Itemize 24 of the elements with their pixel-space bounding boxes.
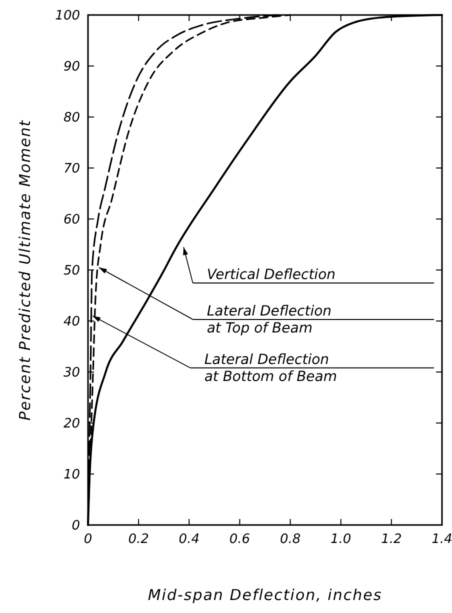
x-tick-label: 1.4 (432, 532, 452, 547)
y-tick-label: 0 (72, 518, 80, 534)
y-tick-label: 80 (63, 110, 80, 126)
x-tick-label: 0 (84, 532, 92, 547)
y-axis-title: Percent Predicted Ultimate Moment (16, 119, 34, 421)
y-tick-label: 60 (63, 212, 80, 228)
x-tick-label: 0.6 (229, 532, 250, 547)
annotation: Lateral Deflection at Bottom of Beam (204, 352, 338, 385)
y-tick-label: 20 (63, 416, 80, 432)
y-tick-label: 70 (63, 162, 80, 177)
x-tick-label: 1.0 (330, 532, 352, 547)
annotation: Lateral Deflection at Top of Beam (206, 303, 332, 336)
x-tick-label: 0.8 (280, 532, 301, 547)
annotation: Vertical Deflection (206, 267, 336, 284)
y-tick-label: 30 (63, 366, 80, 381)
y-tick-label: 40 (63, 314, 80, 330)
y-tick-label: 100 (55, 8, 80, 24)
y-tick-label: 50 (63, 264, 80, 279)
x-tick-label: 1.2 (381, 532, 402, 547)
x-axis-title: Mid-span Deflection, inches (148, 586, 382, 604)
y-tick-label: 90 (63, 60, 80, 75)
x-tick-label: 0.2 (128, 532, 149, 547)
y-tick-label: 10 (63, 468, 80, 483)
x-tick-label: 0.4 (178, 532, 200, 547)
